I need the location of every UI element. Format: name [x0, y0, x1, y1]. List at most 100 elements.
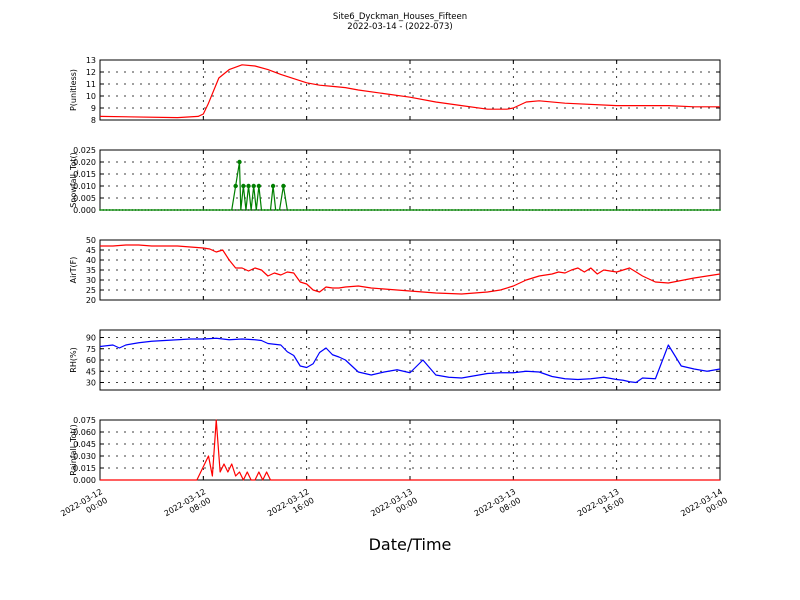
data-point-zero — [328, 209, 331, 211]
data-point-zero — [250, 209, 253, 211]
data-point-zero — [664, 209, 667, 211]
series-line — [100, 244, 721, 295]
data-point-zero — [237, 209, 240, 211]
data-point — [270, 183, 276, 189]
data-point-zero — [315, 209, 318, 211]
data-point-zero — [693, 209, 696, 211]
data-point-zero — [176, 209, 179, 211]
data-point-zero — [131, 209, 134, 211]
data-point-zero — [325, 209, 327, 211]
data-point-zero — [648, 209, 650, 211]
data-point-zero — [438, 209, 440, 211]
data-point-zero — [299, 209, 302, 211]
y-axis-label: P(unitless) — [69, 69, 78, 111]
y-tick-label: 0.015 — [73, 170, 96, 179]
y-axis-label: AirT(F) — [69, 257, 78, 284]
data-point-zero — [321, 209, 324, 211]
data-point-zero — [447, 209, 450, 211]
y-tick-label: 0.075 — [73, 416, 96, 425]
data-point-zero — [599, 209, 602, 211]
data-point-zero — [254, 209, 256, 211]
data-point-zero — [134, 209, 137, 211]
data-point-zero — [457, 209, 460, 211]
data-point-zero — [338, 209, 340, 211]
data-point-zero — [541, 209, 544, 211]
data-point-zero — [108, 209, 111, 211]
data-point-zero — [270, 209, 273, 211]
data-point-zero — [179, 209, 182, 211]
data-point-zero — [286, 209, 289, 211]
data-point-zero — [434, 209, 437, 211]
data-point-zero — [473, 209, 476, 211]
data-point-zero — [706, 209, 708, 211]
data-point-zero — [522, 209, 524, 211]
data-point-zero — [241, 209, 243, 211]
data-point-zero — [347, 209, 350, 211]
data-point-zero — [153, 209, 156, 211]
data-point-zero — [350, 209, 353, 211]
data-point-zero — [173, 209, 176, 211]
chart-title: Site6_Dyckman_Houses_Fifteen — [333, 12, 467, 22]
y-tick-label: 20 — [86, 296, 96, 305]
data-point-zero — [444, 209, 447, 211]
y-tick-label: 13 — [86, 56, 96, 65]
y-tick-label: 0.000 — [73, 206, 96, 215]
y-tick-label: 40 — [86, 256, 96, 265]
data-point-zero — [244, 209, 247, 211]
data-point-zero — [622, 209, 625, 211]
data-point-zero — [412, 209, 415, 211]
data-point-zero — [538, 209, 541, 211]
data-point-zero — [415, 209, 418, 211]
data-point — [251, 183, 256, 189]
data-point-zero — [612, 209, 615, 211]
series-line — [99, 337, 721, 384]
data-point-zero — [380, 209, 382, 211]
y-tick-label: 0.030 — [73, 452, 96, 461]
data-point-zero — [228, 209, 231, 211]
data-point-zero — [602, 209, 605, 211]
data-point-zero — [163, 209, 166, 211]
data-point-zero — [247, 209, 250, 211]
data-point-zero — [683, 209, 686, 211]
data-point-zero — [396, 209, 398, 211]
data-point — [233, 183, 238, 189]
data-point-zero — [112, 209, 114, 211]
data-point-zero — [292, 209, 295, 211]
data-point-zero — [357, 209, 360, 211]
y-tick-label: 30 — [86, 379, 96, 388]
data-point-zero — [208, 209, 211, 211]
data-point-zero — [183, 209, 185, 211]
data-point-zero — [170, 209, 172, 211]
y-tick-label: 0.025 — [73, 146, 96, 155]
data-point-zero — [334, 209, 337, 211]
panel-1: 0.000 0.005 0.010 0.015 0.020 0.025Snowfall_T… — [69, 146, 721, 215]
data-point-zero — [305, 209, 308, 211]
data-point-zero — [218, 209, 221, 211]
panel-3: 30 45 60 75 90 RH(%) — [69, 329, 721, 391]
series-line — [100, 419, 720, 481]
data-point-zero — [554, 209, 557, 211]
y-tick-label: 45 — [86, 367, 96, 376]
data-point-zero — [195, 209, 198, 211]
data-point-zero — [363, 209, 366, 211]
y-tick-label: 11 — [86, 80, 96, 89]
data-point-zero — [279, 209, 282, 211]
data-point-zero — [263, 209, 266, 211]
data-point-zero — [160, 209, 163, 211]
data-point-zero — [476, 209, 479, 211]
data-point-zero — [586, 209, 589, 211]
data-point — [237, 159, 242, 165]
y-tick-label: 50 — [86, 236, 96, 245]
data-point-zero — [651, 209, 654, 211]
data-point-zero — [212, 209, 214, 211]
data-point-zero — [606, 209, 608, 211]
data-point — [246, 183, 251, 189]
panel-0: 8 9 10 11 12 13 P(unitless) — [69, 56, 721, 125]
data-point-zero — [460, 209, 463, 211]
data-point-zero — [589, 209, 592, 211]
data-point-zero — [547, 209, 550, 211]
